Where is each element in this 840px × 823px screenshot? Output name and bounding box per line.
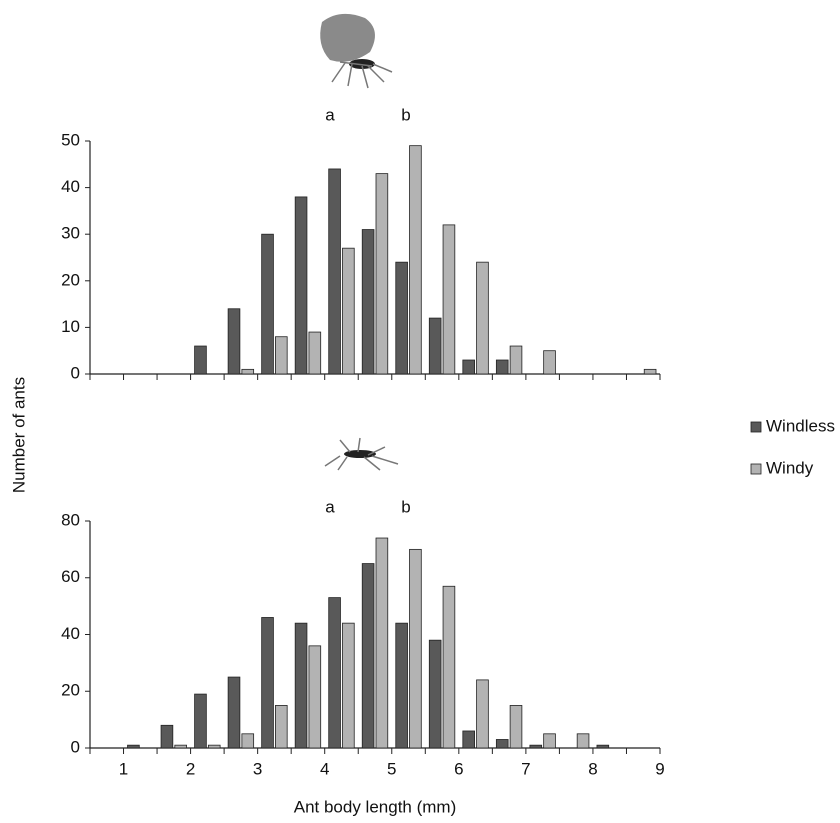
bar [409,145,422,375]
ant-icon [324,437,399,471]
bar [308,645,322,749]
bar [509,345,523,375]
bar [495,359,509,375]
x-tick-label: 1 [119,759,128,778]
bar [375,537,389,749]
bar [342,622,355,749]
annotation: b [401,105,410,124]
legend-label: Windy [766,458,814,477]
y-tick-label: 50 [61,130,80,149]
bar [375,173,389,375]
bar [328,597,341,749]
bar [174,744,187,749]
bar [395,622,408,749]
bar [261,617,274,749]
bar [428,317,442,375]
bar [194,693,207,749]
y-tick-label: 40 [61,177,80,196]
bar [462,359,475,375]
bar [643,368,657,375]
x-tick-label: 6 [454,759,463,778]
bar [442,224,456,375]
bar [428,639,442,749]
bar [275,705,288,749]
bar [361,563,375,749]
bar [576,733,590,749]
bar [361,229,375,375]
x-axis-label: Ant body length (mm) [294,797,457,816]
y-tick-label: 0 [71,363,80,382]
y-tick-label: 20 [61,270,80,289]
y-tick-label: 40 [61,624,80,643]
annotation: b [401,497,410,516]
x-tick-label: 2 [186,759,195,778]
bar [207,744,221,749]
bar [476,261,489,375]
bar [241,368,255,375]
bar [241,733,255,749]
bar [476,679,489,749]
bar [395,261,408,375]
legend-swatch [750,463,762,475]
bar [308,331,322,375]
bar [194,345,207,375]
y-tick-label: 80 [61,510,80,529]
bar [543,350,556,375]
bar [442,585,456,749]
bar [342,247,355,375]
bar [261,233,274,375]
x-tick-label: 8 [588,759,597,778]
bar [127,744,140,749]
bar [509,705,523,749]
bar [328,168,341,375]
y-axis-label: Number of ants [9,377,28,493]
y-tick-label: 60 [61,567,80,586]
bar [275,336,288,375]
legend-swatch [750,421,762,433]
bar [596,744,610,749]
x-tick-label: 3 [253,759,262,778]
x-tick-label: 7 [521,759,530,778]
y-tick-label: 20 [61,681,80,700]
bar [409,548,422,749]
y-tick-label: 0 [71,737,80,756]
y-tick-label: 10 [61,317,80,336]
bar [495,739,509,749]
bar [543,733,556,749]
bar [294,196,308,375]
bar [160,724,174,749]
x-tick-label: 4 [320,759,329,778]
ant-leaf-icon [320,13,393,89]
bar [462,730,475,749]
bar [529,744,543,749]
annotation: a [325,105,335,124]
x-tick-label: 9 [655,759,664,778]
x-tick-label: 5 [387,759,396,778]
y-tick-label: 30 [61,224,80,243]
legend-label: Windless [766,416,835,435]
bar [294,622,308,749]
annotation: a [325,497,335,516]
bar [227,676,241,749]
bar [227,308,241,375]
